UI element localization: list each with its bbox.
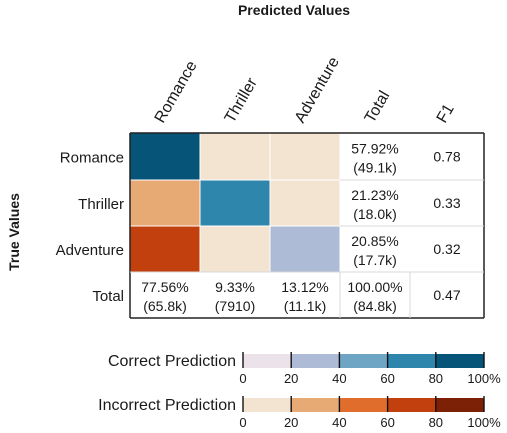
grand-total-count: (84.8k) (353, 298, 397, 314)
column-total-count: (11.1k) (284, 298, 327, 314)
row-total-count: (17.7k) (353, 252, 397, 268)
row-header-thriller: Thriller (78, 196, 124, 213)
row-total-pct: 57.92% (351, 141, 398, 157)
legend-swatch (291, 398, 340, 412)
legend-swatch (243, 398, 292, 412)
f1-value: 0.78 (433, 149, 460, 165)
matrix-group: Romance Thriller Adventure Total F1 Romance Th… (56, 54, 485, 319)
matrix-cell-thriller-adventure (269, 179, 341, 227)
row-header-adventure: Adventure (56, 242, 124, 259)
legend-tick-label: 60 (380, 415, 394, 430)
row-total-count: (49.1k) (353, 160, 397, 176)
legend-tick-label: 80 (429, 415, 443, 430)
legend-tick-label: 40 (332, 415, 346, 430)
row-header-total: Total (92, 288, 124, 305)
legend-tick-label: 20 (284, 371, 298, 386)
column-header-romance: Romance (152, 58, 201, 126)
legend-label: Incorrect Prediction (98, 397, 236, 414)
grand-total-pct: 100.00% (347, 279, 402, 295)
row-total-count: (18.0k) (353, 206, 397, 222)
legend-tick-label: 40 (332, 371, 346, 386)
legend-tick-label: 60 (380, 371, 394, 386)
column-header-thriller: Thriller (222, 75, 262, 126)
legend-tick-label: 0 (239, 371, 246, 386)
column-header-adventure: Adventure (292, 54, 343, 126)
legend-swatch (387, 354, 436, 368)
legend-tick-label: 100% (467, 371, 501, 386)
y-axis-label: True Values (6, 193, 22, 271)
legend-label: Correct Prediction (108, 353, 236, 370)
legend-tick-label: 20 (284, 415, 298, 430)
matrix-cell-romance-thriller (199, 132, 271, 181)
column-header-f1: F1 (434, 101, 458, 126)
column-header-total: Total (362, 88, 394, 126)
f1-value: 0.33 (433, 195, 460, 211)
legend-tick-label: 0 (239, 415, 246, 430)
column-total-pct: 13.12% (281, 279, 328, 295)
matrix-cell-romance-adventure (269, 132, 341, 181)
column-total-count: (7910) (215, 298, 255, 314)
matrix-cell-thriller-thriller (199, 179, 271, 227)
matrix-cell-adventure-thriller (199, 225, 271, 273)
chart-title: Predicted Values (238, 2, 350, 18)
legend-swatch (387, 398, 436, 412)
f1-total-value: 0.47 (433, 287, 460, 303)
legend-swatch (435, 398, 484, 412)
matrix-cell-thriller-romance (129, 179, 201, 227)
matrix-cell-adventure-romance (129, 225, 201, 273)
matrix-cell-adventure-adventure (269, 225, 341, 273)
row-header-romance: Romance (60, 150, 124, 167)
legend-tick-label: 80 (429, 371, 443, 386)
legend-swatch (243, 354, 292, 368)
matrix-cell-romance-romance (129, 132, 201, 181)
legend-swatch (291, 354, 340, 368)
column-total-pct: 77.56% (141, 279, 188, 295)
legend-swatch (339, 398, 388, 412)
row-total-pct: 21.23% (351, 187, 398, 203)
f1-value: 0.32 (433, 241, 460, 257)
column-total-pct: 9.33% (215, 279, 255, 295)
legend-swatch (435, 354, 484, 368)
legend-swatch (339, 354, 388, 368)
column-total-count: (65.8k) (143, 298, 187, 314)
row-total-pct: 20.85% (351, 233, 398, 249)
legend-tick-label: 100% (467, 415, 501, 430)
